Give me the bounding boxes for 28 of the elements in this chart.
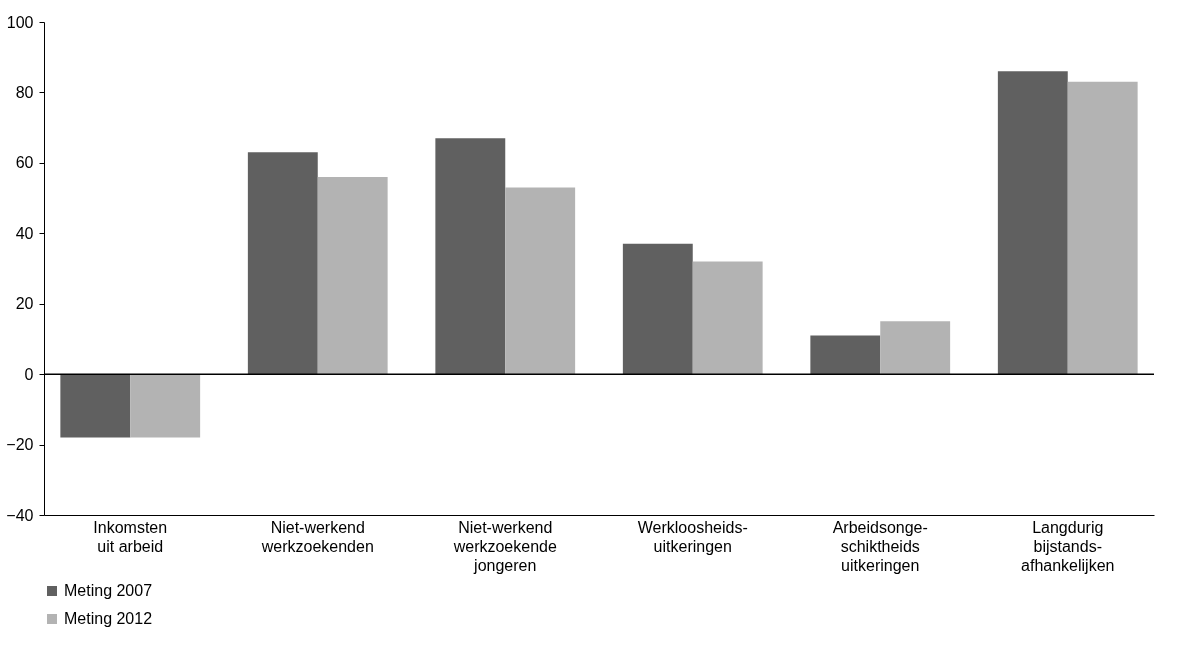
bar bbox=[130, 374, 201, 438]
x-tick-label: Langdurig bijstands- afhankelijken bbox=[1021, 518, 1115, 574]
bar bbox=[435, 138, 506, 375]
y-tick-label: 20 bbox=[15, 295, 34, 313]
y-tick-label: 40 bbox=[15, 224, 34, 242]
bar bbox=[692, 261, 763, 375]
x-tick-label: Werkloosheids- uitkeringen bbox=[637, 518, 748, 555]
x-tick-label: Inkomsten uit arbeid bbox=[93, 518, 168, 555]
y-tick-label: −20 bbox=[6, 436, 34, 454]
bar bbox=[622, 243, 693, 375]
y-tick-label: 100 bbox=[6, 13, 34, 31]
y-tick-label: 60 bbox=[15, 154, 34, 172]
bar bbox=[810, 335, 881, 375]
x-tick-label: Niet-werkend werkzoekenden bbox=[260, 518, 374, 555]
legend-label: Meting 2012 bbox=[64, 610, 153, 627]
bar bbox=[60, 374, 131, 438]
bar bbox=[247, 152, 318, 375]
x-tick-label: Arbeidsonge- schiktheids uitkeringen bbox=[832, 518, 928, 574]
legend-label: Meting 2007 bbox=[64, 582, 153, 599]
y-tick-label: −40 bbox=[6, 506, 34, 524]
bar bbox=[880, 321, 951, 375]
x-tick-label: Niet-werkend werkzoekende jongeren bbox=[452, 518, 557, 574]
bar bbox=[505, 187, 576, 375]
y-tick-label: 80 bbox=[15, 83, 34, 101]
y-tick-label: 0 bbox=[24, 365, 34, 383]
bar bbox=[1067, 81, 1138, 375]
bar bbox=[997, 71, 1068, 375]
bar bbox=[317, 176, 388, 375]
